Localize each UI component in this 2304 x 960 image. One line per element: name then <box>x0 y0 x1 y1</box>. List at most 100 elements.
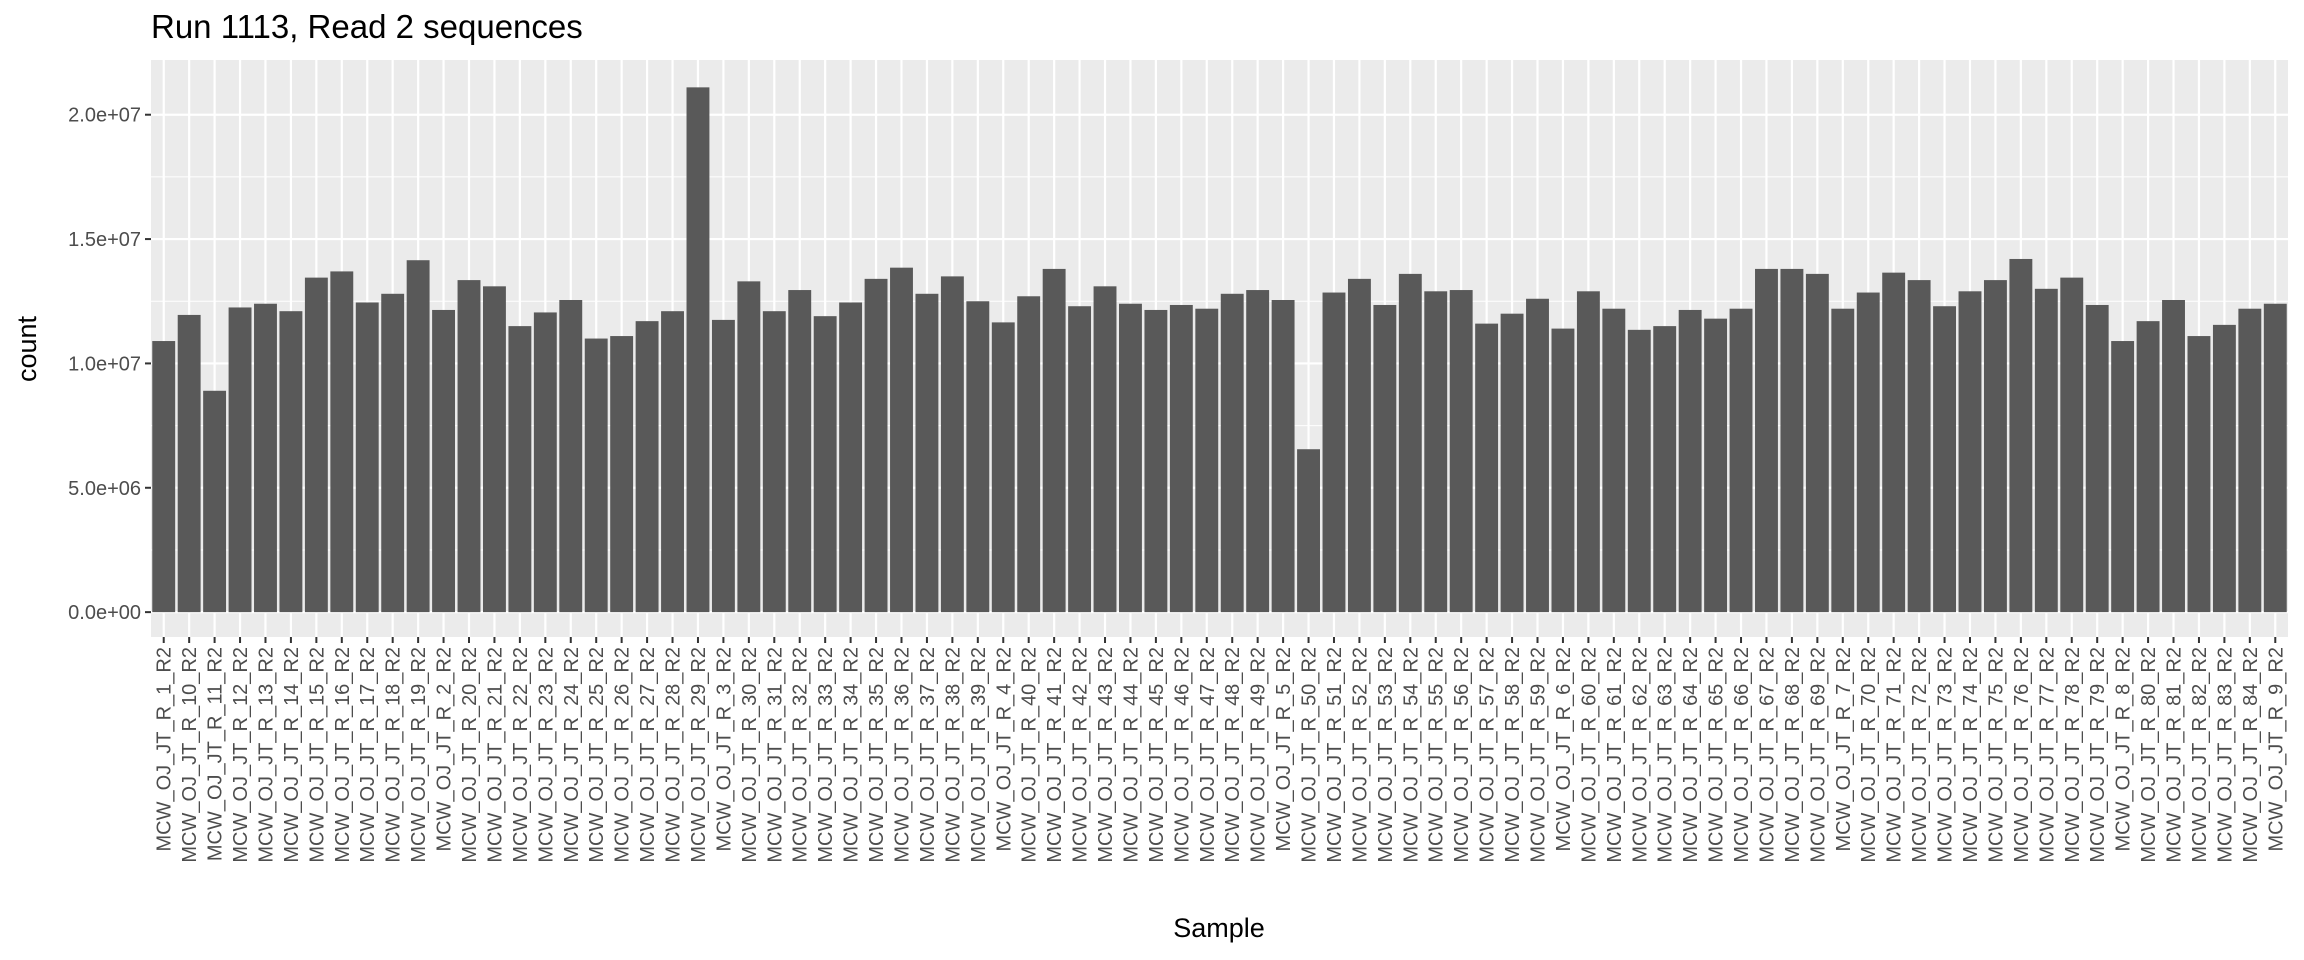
x-tick-label: MCW_OJ_JT_R_64_R2 <box>1680 647 1702 863</box>
x-tick-label: MCW_OJ_JT_R_37_R2 <box>917 647 939 863</box>
bar <box>1805 273 1829 613</box>
plot-panel <box>151 60 2288 637</box>
y-tick-label: 2.0e+07 <box>68 105 141 127</box>
bar <box>482 286 506 613</box>
x-tick-label: MCW_OJ_JT_R_41_R2 <box>1044 647 1066 863</box>
bar <box>2238 308 2262 613</box>
bar <box>406 260 430 613</box>
x-tick-label: MCW_OJ_JT_R_82_R2 <box>2189 647 2211 863</box>
bar <box>1220 293 1244 613</box>
x-tick-label: MCW_OJ_JT_R_35_R2 <box>866 647 888 863</box>
x-tick-label: MCW_OJ_JT_R_32_R2 <box>790 647 812 863</box>
bar <box>1322 292 1346 613</box>
bar <box>1958 291 1982 613</box>
x-tick-label: MCW_OJ_JT_R_76_R2 <box>2011 647 2033 863</box>
x-tick-label: MCW_OJ_JT_R_24_R2 <box>561 647 583 863</box>
x-tick-label: MCW_OJ_JT_R_28_R2 <box>663 647 685 863</box>
x-tick-label: MCW_OJ_JT_R_21_R2 <box>484 647 506 863</box>
x-tick-label: MCW_OJ_JT_R_62_R2 <box>1629 647 1651 863</box>
x-tick-label: MCW_OJ_JT_R_75_R2 <box>1985 647 2007 863</box>
x-tick-label: MCW_OJ_JT_R_14_R2 <box>281 647 303 863</box>
x-tick-label: MCW_OJ_JT_R_58_R2 <box>1502 647 1524 863</box>
bar <box>1576 291 1600 613</box>
bar <box>839 302 863 613</box>
x-tick-label: MCW_OJ_JT_R_68_R2 <box>1782 647 1804 863</box>
x-tick-label: MCW_OJ_JT_R_51_R2 <box>1324 647 1346 863</box>
x-tick-label: MCW_OJ_JT_R_66_R2 <box>1731 647 1753 863</box>
x-tick-label: MCW_OJ_JT_R_9_R2 <box>2265 647 2287 852</box>
x-tick-label: MCW_OJ_JT_R_2_R2 <box>434 647 456 852</box>
x-tick-label: MCW_OJ_JT_R_70_R2 <box>1858 647 1880 863</box>
bar <box>1526 298 1549 613</box>
x-tick-label: MCW_OJ_JT_R_45_R2 <box>1146 647 1168 863</box>
bar <box>533 312 557 613</box>
x-tick-label: MCW_OJ_JT_R_3_R2 <box>713 647 735 852</box>
chart-title: Run 1113, Read 2 sequences <box>151 8 583 45</box>
bar <box>1602 308 1626 613</box>
bar <box>1627 329 1651 613</box>
bar <box>1653 326 1677 613</box>
x-tick-label: MCW_OJ_JT_R_26_R2 <box>612 647 634 863</box>
bar <box>1500 313 1524 613</box>
x-axis-title: Sample <box>1173 913 1265 943</box>
x-tick-label: MCW_OJ_JT_R_65_R2 <box>1706 647 1728 863</box>
x-tick-label: MCW_OJ_JT_R_55_R2 <box>1426 647 1448 863</box>
y-axis: 0.0e+00 5.0e+06 1.0e+07 1.5e+07 2.0e+07 <box>68 105 151 624</box>
x-tick-label: MCW_OJ_JT_R_73_R2 <box>1935 647 1957 863</box>
bar <box>1907 280 1931 613</box>
bar <box>762 311 786 613</box>
x-tick-label: MCW_OJ_JT_R_53_R2 <box>1375 647 1397 863</box>
x-tick-label: MCW_OJ_JT_R_69_R2 <box>1807 647 1829 863</box>
x-tick-label: MCW_OJ_JT_R_22_R2 <box>510 647 532 863</box>
bar <box>177 314 201 613</box>
x-tick-label: MCW_OJ_JT_R_79_R2 <box>2087 647 2109 863</box>
x-tick-label: MCW_OJ_JT_R_38_R2 <box>942 647 964 863</box>
x-tick-label: MCW_OJ_JT_R_52_R2 <box>1349 647 1371 863</box>
bar <box>1373 304 1397 613</box>
bar <box>2085 304 2109 613</box>
bar <box>864 278 888 613</box>
bar <box>1195 308 1219 613</box>
x-tick-label: MCW_OJ_JT_R_4_R2 <box>993 647 1015 852</box>
x-tick-label: MCW_OJ_JT_R_36_R2 <box>891 647 913 863</box>
bar <box>304 277 328 613</box>
x-tick-label: MCW_OJ_JT_R_57_R2 <box>1477 647 1499 863</box>
x-tick-label: MCW_OJ_JT_R_61_R2 <box>1604 647 1626 863</box>
x-tick-label: MCW_OJ_JT_R_71_R2 <box>1884 647 1906 863</box>
bar <box>1704 318 1728 613</box>
bar <box>152 341 176 613</box>
x-tick-label: MCW_OJ_JT_R_33_R2 <box>815 647 837 863</box>
bar <box>661 311 684 613</box>
x-axis: MCW_OJ_JT_R_1_R2 MCW_OJ_JT_R_10_R2 MCW_OJ_… <box>154 637 2287 863</box>
x-tick-label: MCW_OJ_JT_R_63_R2 <box>1655 647 1677 863</box>
bar <box>2187 336 2211 613</box>
x-tick-label: MCW_OJ_JT_R_13_R2 <box>255 647 277 863</box>
bar <box>1347 278 1371 613</box>
bar <box>2212 324 2236 613</box>
y-tick-label: 1.0e+07 <box>68 353 141 375</box>
bar <box>1856 292 1880 613</box>
bar <box>1755 268 1778 613</box>
x-tick-label: MCW_OJ_JT_R_77_R2 <box>2036 647 2058 863</box>
bar <box>279 311 303 613</box>
bar <box>2060 277 2084 613</box>
x-tick-label: MCW_OJ_JT_R_78_R2 <box>2062 647 2084 863</box>
bar <box>1398 273 1422 613</box>
x-tick-label: MCW_OJ_JT_R_31_R2 <box>764 647 786 863</box>
bar <box>711 319 735 613</box>
x-tick-label: MCW_OJ_JT_R_39_R2 <box>968 647 990 863</box>
x-tick-label: MCW_OJ_JT_R_42_R2 <box>1070 647 1092 863</box>
bar <box>1068 306 1092 613</box>
x-tick-label: MCW_OJ_JT_R_30_R2 <box>739 647 761 863</box>
bars-group <box>152 87 2287 613</box>
x-tick-label: MCW_OJ_JT_R_43_R2 <box>1095 647 1117 863</box>
minor-gridlines <box>151 176 2288 551</box>
x-tick-label: MCW_OJ_JT_R_8_R2 <box>2113 647 2135 852</box>
x-tick-label: MCW_OJ_JT_R_40_R2 <box>1019 647 1041 863</box>
x-tick-label: MCW_OJ_JT_R_60_R2 <box>1578 647 1600 863</box>
bar <box>1551 328 1575 613</box>
x-tick-label: MCW_OJ_JT_R_54_R2 <box>1400 647 1422 863</box>
y-tick-label: 1.5e+07 <box>68 229 141 251</box>
x-tick-label: MCW_OJ_JT_R_34_R2 <box>841 647 863 863</box>
bar <box>432 309 456 613</box>
